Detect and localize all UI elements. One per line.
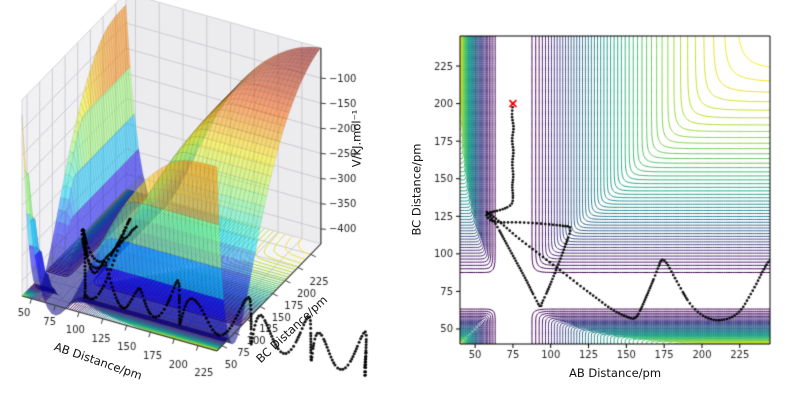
figure-canvas: [0, 0, 800, 400]
matplotlib-figure: AB Distance/pm BC Distance/pm V/kJ.mol⁻¹…: [0, 0, 800, 400]
